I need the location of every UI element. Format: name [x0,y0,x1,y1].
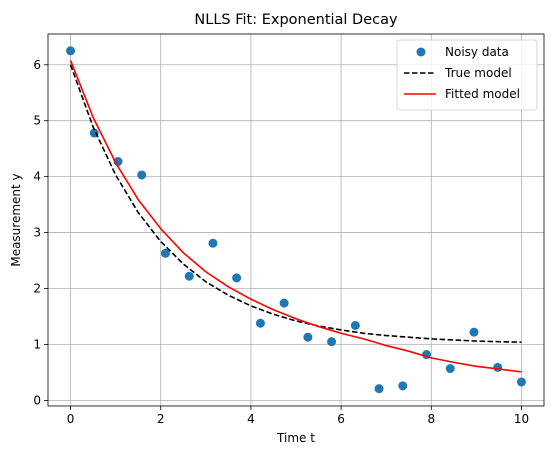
data-point-noisy-data [232,273,242,283]
legend-marker-noisy-data [416,47,426,57]
data-point-noisy-data [208,238,218,248]
series-layer [66,46,526,394]
data-point-noisy-data [374,384,384,394]
y-tick-label: 5 [33,114,41,128]
legend: Noisy data True model Fitted model [396,39,538,111]
y-tick-label: 4 [33,170,41,184]
x-tick-label: 2 [157,412,165,426]
data-point-noisy-data [160,248,170,258]
series-line-fitted-model [69,59,522,373]
data-point-noisy-data [279,298,289,308]
x-tick-label: 6 [337,412,345,426]
data-point-noisy-data [327,337,337,347]
x-tick-label: 4 [247,412,255,426]
legend-label-noisy-data: Noisy data [445,45,509,59]
x-tick-label: 10 [514,412,529,426]
x-axis-label: Time t [276,431,315,445]
data-point-noisy-data [516,377,526,387]
data-point-noisy-data [469,327,479,337]
data-point-noisy-data [493,362,503,372]
y-tick-label: 6 [33,58,41,72]
data-point-noisy-data [398,381,408,391]
data-point-noisy-data [255,318,265,328]
ticks: 0 2 4 6 8 10 0 1 2 3 4 5 6 [33,58,529,426]
chart-title: NLLS Fit: Exponential Decay [194,12,398,28]
y-tick-label: 1 [33,337,41,351]
data-point-noisy-data [66,46,76,56]
y-tick-label: 3 [33,226,41,240]
data-point-noisy-data [137,170,147,180]
plot-frame [47,33,545,407]
data-point-noisy-data [303,332,313,342]
data-point-noisy-data [445,364,455,374]
y-tick-label: 2 [33,282,41,296]
x-tick-label: 0 [67,412,75,426]
data-point-noisy-data [184,271,194,281]
y-axis-label: Measurement y [9,173,23,266]
data-point-noisy-data [350,320,360,330]
legend-label-true-model: True model [444,66,512,80]
legend-label-fitted-model: Fitted model [445,87,520,101]
x-tick-label: 8 [427,412,435,426]
y-tick-label: 0 [33,393,41,407]
legend-box [396,39,538,111]
